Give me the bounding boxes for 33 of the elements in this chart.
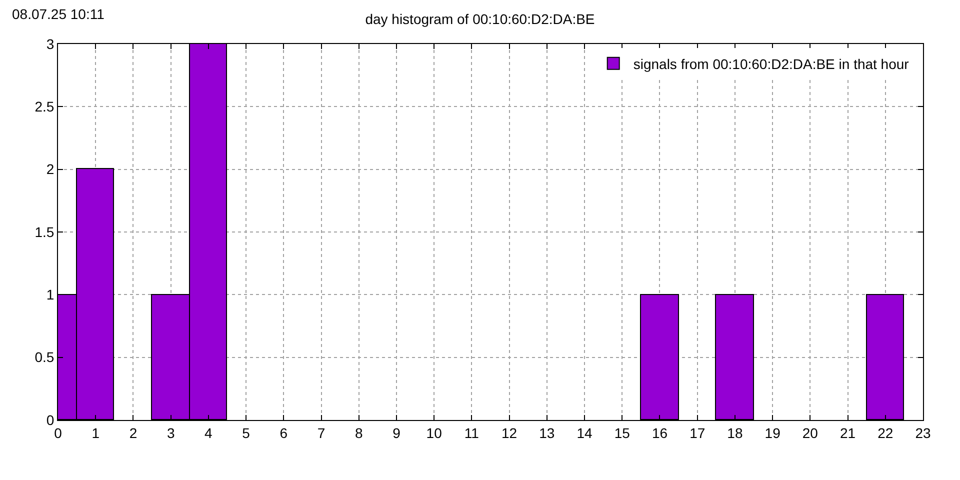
- x-tick-label: 14: [576, 424, 593, 441]
- x-tick-label: 16: [652, 424, 668, 441]
- y-tick-label: 3: [46, 36, 54, 52]
- y-tick-label: 0: [46, 412, 54, 428]
- y-tick-label: 2.5: [34, 98, 54, 115]
- x-tick-label: 15: [614, 424, 630, 441]
- x-tick-label: 13: [539, 424, 555, 441]
- x-tick-label: 6: [280, 424, 288, 441]
- x-tick-label: 22: [878, 424, 894, 441]
- chart-title: day histogram of 00:10:60:D2:DA:BE: [365, 11, 595, 28]
- x-tick-label: 5: [242, 424, 250, 441]
- x-tick-label: 17: [690, 424, 706, 441]
- y-tick-label: 2: [46, 161, 54, 178]
- x-tick-label: 12: [502, 424, 518, 441]
- text: 08.07.25 10:11: [12, 6, 105, 22]
- x-tick-label: 4: [204, 424, 213, 441]
- x-tick-label: 2: [129, 424, 138, 441]
- legend-label: signals from 00:10:60:D2:DA:BE in that hour: [633, 56, 910, 72]
- x-tick-label: 7: [317, 424, 326, 441]
- y-tick-label: 1: [46, 286, 54, 303]
- x-tick-label: 11: [464, 424, 480, 441]
- x-tick-label: 21: [840, 424, 856, 441]
- x-tick-label: 23: [915, 424, 931, 441]
- x-tick-label: 8: [354, 424, 363, 441]
- x-tick-label: 10: [426, 424, 442, 441]
- x-tick-label: 9: [392, 424, 401, 441]
- x-tick-label: 19: [764, 424, 781, 441]
- y-tick-label: 0.5: [34, 349, 54, 366]
- x-tick-label: 3: [166, 424, 175, 441]
- x-tick-label: 1: [92, 424, 100, 441]
- x-tick-label: 20: [802, 424, 818, 441]
- x-tick-label: 18: [727, 424, 743, 441]
- y-tick-label: 1.5: [34, 224, 54, 240]
